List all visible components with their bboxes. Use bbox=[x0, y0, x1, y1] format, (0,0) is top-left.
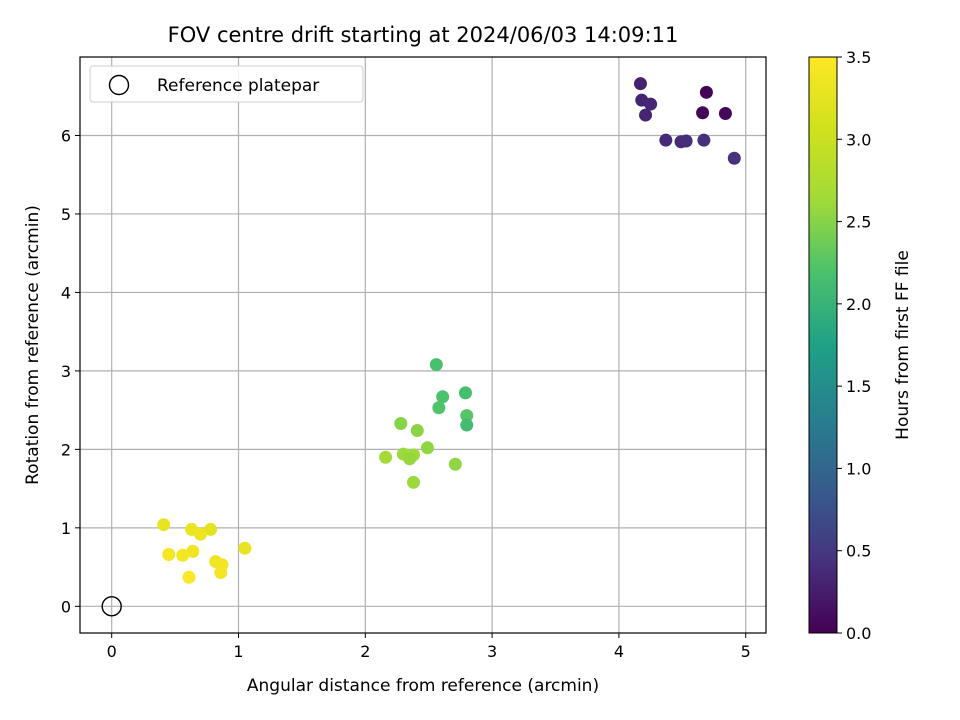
y-tick-label: 5 bbox=[61, 205, 71, 224]
data-point bbox=[696, 106, 710, 120]
colorbar-tick-label: 3.0 bbox=[846, 130, 871, 149]
colorbar-tick-label: 0.5 bbox=[846, 542, 871, 561]
x-tick-label: 0 bbox=[107, 642, 117, 661]
data-point bbox=[193, 527, 207, 541]
data-point bbox=[410, 424, 424, 438]
data-point bbox=[436, 390, 450, 404]
colorbar-tick-label: 0.0 bbox=[846, 624, 871, 643]
x-tick-label: 4 bbox=[614, 642, 624, 661]
colorbar-tick-label: 1.5 bbox=[846, 377, 871, 396]
chart-title: FOV centre drift starting at 2024/06/03 … bbox=[168, 23, 679, 47]
colorbar-tick-label: 3.5 bbox=[846, 48, 871, 67]
data-point bbox=[420, 441, 434, 455]
data-point bbox=[718, 107, 732, 121]
data-point bbox=[238, 541, 252, 555]
reference-point-layer bbox=[101, 596, 122, 617]
legend-box bbox=[89, 65, 364, 103]
y-tick-label: 3 bbox=[61, 362, 71, 381]
x-tick-label: 5 bbox=[741, 642, 751, 661]
y-tick-label: 0 bbox=[61, 597, 71, 616]
data-point bbox=[214, 566, 228, 580]
data-point bbox=[460, 418, 474, 432]
data-point bbox=[659, 133, 673, 147]
data-point bbox=[182, 570, 196, 584]
data-point bbox=[406, 475, 420, 489]
data-point bbox=[727, 151, 741, 165]
data-point bbox=[186, 544, 200, 558]
data-point bbox=[448, 457, 462, 471]
data-point bbox=[379, 450, 393, 464]
data-point bbox=[644, 97, 658, 111]
data-points bbox=[157, 77, 741, 584]
plot-frame bbox=[79, 56, 767, 634]
y-tick-label: 2 bbox=[61, 440, 71, 459]
data-point bbox=[394, 416, 408, 430]
colorbar-ticks: 0.0 0.5 1.0 1.5 2.0 2.5 3.0 3.5 bbox=[837, 48, 871, 643]
colorbar-label: Hours from first FF file bbox=[893, 250, 913, 440]
x-tick-label: 3 bbox=[487, 642, 497, 661]
data-point bbox=[639, 108, 653, 122]
data-point bbox=[403, 452, 417, 466]
colorbar-gradient bbox=[808, 56, 838, 634]
x-tick-label: 2 bbox=[360, 642, 370, 661]
data-point bbox=[162, 548, 176, 562]
y-tick-label: 4 bbox=[61, 283, 71, 302]
data-point bbox=[460, 409, 474, 423]
reference-platepar-marker bbox=[101, 596, 122, 617]
grid-lines bbox=[80, 57, 766, 633]
data-point bbox=[697, 133, 711, 147]
data-point bbox=[679, 134, 693, 148]
data-point bbox=[429, 358, 443, 372]
data-point bbox=[699, 85, 713, 99]
legend-label-reference: Reference platepar bbox=[157, 76, 319, 96]
data-point bbox=[176, 548, 190, 562]
colorbar-tick-label: 2.5 bbox=[846, 213, 871, 232]
x-axis-ticks: 0 1 2 3 4 5 bbox=[107, 633, 751, 661]
data-point bbox=[204, 522, 218, 536]
data-point bbox=[458, 386, 472, 400]
colorbar: 0.0 0.5 1.0 1.5 2.0 2.5 3.0 3.5 Hours from firs… bbox=[808, 48, 913, 643]
y-axis-label: Rotation from reference (arcmin) bbox=[23, 205, 43, 485]
y-tick-label: 6 bbox=[61, 126, 71, 145]
legend: Reference platepar bbox=[89, 65, 364, 103]
colorbar-tick-label: 1.0 bbox=[846, 459, 871, 478]
y-axis-ticks: 0 1 2 3 4 5 6 bbox=[61, 126, 80, 616]
legend-marker-reference bbox=[108, 74, 130, 96]
x-axis-label: Angular distance from reference (arcmin) bbox=[247, 676, 599, 696]
data-point bbox=[432, 401, 446, 415]
x-tick-label: 1 bbox=[233, 642, 243, 661]
data-point bbox=[157, 518, 171, 532]
data-point bbox=[633, 77, 647, 91]
y-tick-label: 1 bbox=[61, 519, 71, 538]
colorbar-tick-label: 2.0 bbox=[846, 295, 871, 314]
